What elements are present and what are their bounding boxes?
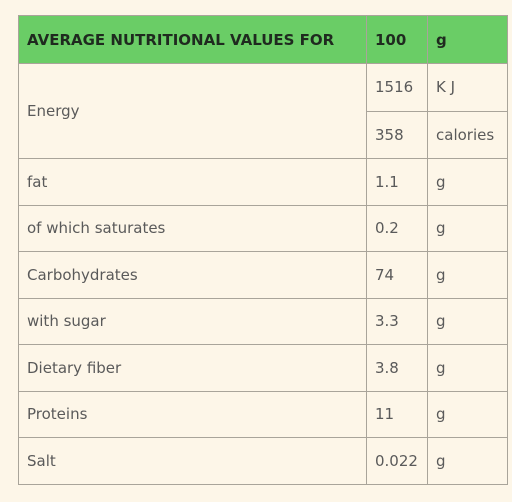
nutrient-label: of which saturates: [18, 204, 367, 252]
nutrient-label: Salt: [18, 437, 367, 485]
energy-value: 1516: [366, 63, 428, 112]
header-title: AVERAGE NUTRITIONAL VALUES FOR: [18, 15, 367, 64]
nutrient-row: fat 1.1 g: [18, 158, 508, 206]
nutrient-unit: g: [427, 251, 508, 299]
nutrient-row: Dietary fiber 3.8 g: [18, 344, 508, 392]
nutrient-row: Carbohydrates 74 g: [18, 251, 508, 299]
nutrient-label: Proteins: [18, 390, 367, 438]
energy-unit: K J: [427, 63, 508, 112]
energy-label: Energy: [18, 63, 367, 159]
energy-row: 358 calories: [19, 110, 508, 159]
nutrient-label: Dietary fiber: [18, 344, 367, 392]
nutrient-row: Proteins 11 g: [18, 390, 508, 438]
energy-value: 358: [366, 110, 428, 159]
nutrient-value: 74: [366, 251, 428, 299]
nutrient-value: 11: [366, 390, 428, 438]
nutrient-value: 1.1: [366, 158, 428, 206]
nutrient-value: 0.022: [366, 437, 428, 485]
energy-unit: calories: [427, 110, 508, 159]
nutrient-unit: g: [427, 158, 508, 206]
header-amount: 100: [366, 15, 428, 64]
nutrient-label: Carbohydrates: [18, 251, 367, 299]
energy-row: Energy 1516 K J: [18, 63, 508, 159]
nutrient-value: 3.3: [366, 297, 428, 345]
nutrition-table: AVERAGE NUTRITIONAL VALUES FOR 100 g Ene…: [18, 15, 508, 485]
nutrient-value: 3.8: [366, 344, 428, 392]
nutrient-row: of which saturates 0.2 g: [18, 204, 508, 252]
nutrient-label: fat: [18, 158, 367, 206]
nutrient-unit: g: [427, 437, 508, 485]
nutrient-row: Salt 0.022 g: [18, 437, 508, 485]
nutrient-label: with sugar: [18, 297, 367, 345]
nutrient-row: with sugar 3.3 g: [18, 297, 508, 345]
nutrient-unit: g: [427, 390, 508, 438]
header-unit: g: [427, 15, 508, 64]
header-row: AVERAGE NUTRITIONAL VALUES FOR 100 g: [18, 15, 508, 64]
nutrient-unit: g: [427, 344, 508, 392]
nutrient-value: 0.2: [366, 204, 428, 252]
nutrient-unit: g: [427, 204, 508, 252]
nutrient-unit: g: [427, 297, 508, 345]
